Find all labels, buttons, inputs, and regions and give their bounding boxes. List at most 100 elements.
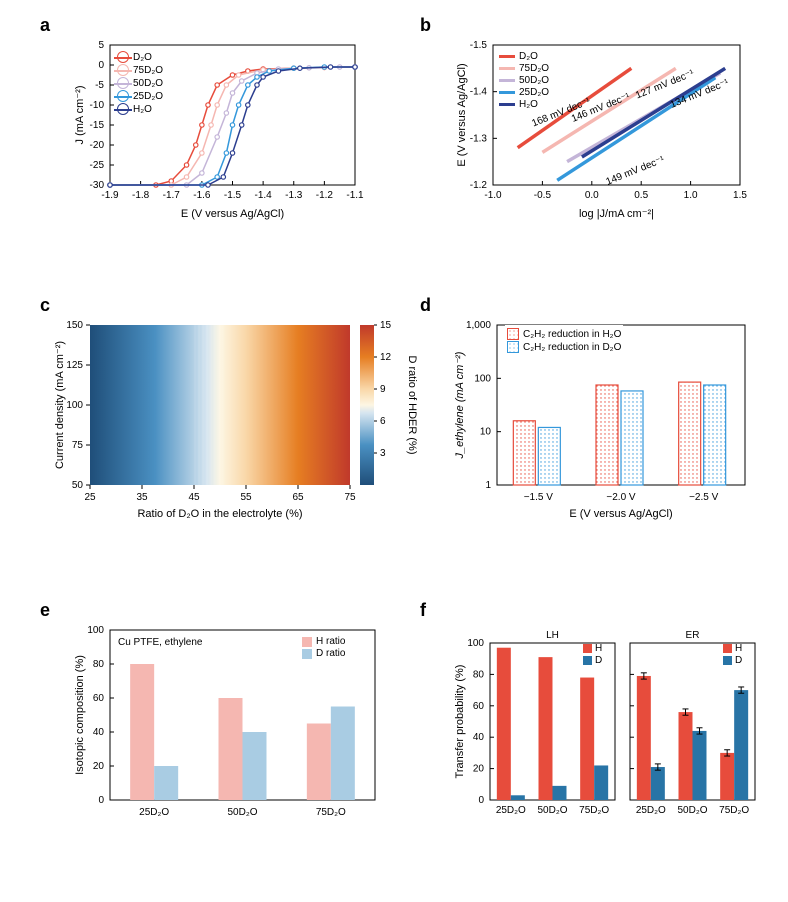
svg-text:1: 1 [485,480,491,491]
svg-text:Cu PTFE, ethylene: Cu PTFE, ethylene [118,637,203,648]
svg-text:J_ethylene (mA cm⁻²): J_ethylene (mA cm⁻²) [454,351,466,459]
svg-text:ER: ER [686,630,700,641]
svg-text:D: D [595,655,602,666]
svg-text:20: 20 [473,764,485,775]
panel-b: b -1.0-0.50.00.51.01.5-1.2-1.3-1.4-1.5lo… [455,40,745,220]
svg-text:−2.0 V: −2.0 V [606,492,636,503]
svg-text:LH: LH [546,630,559,641]
svg-text:100: 100 [87,625,104,636]
svg-text:9: 9 [380,384,386,395]
svg-text:65: 65 [292,492,304,503]
svg-text:-1.3: -1.3 [285,190,303,201]
svg-text:-1.9: -1.9 [101,190,119,201]
svg-text:Isotopic composition (%): Isotopic composition (%) [74,655,86,775]
svg-text:35: 35 [136,492,148,503]
svg-text:1,000: 1,000 [466,320,491,331]
svg-text:75D₂O: 75D₂O [719,805,749,816]
svg-text:0.5: 0.5 [634,190,648,201]
svg-text:25D₂O: 25D₂O [139,807,169,818]
svg-text:Current density (mA cm⁻²): Current density (mA cm⁻²) [54,341,66,469]
legend-d: C₂H₂ reduction in H₂OC₂H₂ reduction in D… [505,325,623,356]
svg-text:0: 0 [98,795,104,806]
svg-text:80: 80 [473,669,485,680]
svg-text:150: 150 [66,320,83,331]
svg-text:50: 50 [72,480,84,491]
svg-text:-1.5: -1.5 [224,190,242,201]
svg-text:−1.5 V: −1.5 V [524,492,554,503]
svg-text:0: 0 [478,795,484,806]
svg-text:H: H [735,643,742,654]
svg-text:100: 100 [467,638,484,649]
svg-text:-5: -5 [95,80,104,91]
legend-b: D₂O75D₂O50D₂O25D₂OH₂O [497,48,551,113]
svg-text:20: 20 [93,761,105,772]
svg-text:6: 6 [380,416,386,427]
panel-c: c 2535455565755075100125150Ratio of D₂O … [55,320,375,520]
panel-e: e 020406080100Isotopic composition (%)Cu… [75,625,380,825]
figure-container: a -1.9-1.8-1.7-1.6-1.5-1.4-1.3-1.2-1.1-3… [0,0,788,902]
svg-text:50D₂O: 50D₂O [677,805,707,816]
svg-text:0.0: 0.0 [585,190,599,201]
svg-text:D: D [735,655,742,666]
svg-text:25: 25 [84,492,96,503]
svg-text:80: 80 [93,659,105,670]
svg-text:H: H [595,643,602,654]
svg-text:-1.4: -1.4 [255,190,273,201]
panel-d: d 1101001,000J_ethylene (mA cm⁻²)E (V ve… [455,320,750,520]
svg-text:-10: -10 [90,100,105,111]
svg-text:-1.6: -1.6 [193,190,211,201]
svg-text:-1.8: -1.8 [132,190,150,201]
svg-text:50D₂O: 50D₂O [227,807,257,818]
svg-text:-1.5: -1.5 [470,40,488,51]
legend-e: H ratioD ratio [300,633,347,662]
svg-text:-1.1: -1.1 [346,190,364,201]
panel-a: a -1.9-1.8-1.7-1.6-1.5-1.4-1.3-1.2-1.1-3… [75,40,360,220]
svg-text:Transfer probability (%): Transfer probability (%) [454,665,466,779]
svg-text:-1.7: -1.7 [163,190,181,201]
svg-text:60: 60 [93,693,105,704]
svg-text:60: 60 [473,701,485,712]
svg-text:1.5: 1.5 [733,190,747,201]
svg-text:5: 5 [98,40,104,51]
svg-text:40: 40 [473,732,485,743]
svg-text:E (V versus Ag/AgCl): E (V versus Ag/AgCl) [569,508,672,520]
svg-text:-25: -25 [90,160,105,171]
svg-text:100: 100 [474,373,491,384]
panel-f: f LH02040608010025D₂O50D₂O75D₂OHDER25D₂O… [455,625,760,825]
svg-text:-0.5: -0.5 [534,190,552,201]
svg-text:10: 10 [480,427,492,438]
chart-f: LH02040608010025D₂O50D₂O75D₂OHDER25D₂O50… [455,625,760,825]
svg-text:-1.2: -1.2 [316,190,334,201]
svg-text:-15: -15 [90,120,105,131]
svg-text:149 mV dec⁻¹: 149 mV dec⁻¹ [605,154,667,188]
panel-label-b: b [420,15,431,36]
svg-text:75D₂O: 75D₂O [316,807,346,818]
svg-text:-30: -30 [90,180,105,191]
svg-text:-1.3: -1.3 [470,133,488,144]
svg-text:75: 75 [72,440,84,451]
svg-text:D ratio of HDER (%): D ratio of HDER (%) [406,355,418,454]
legend-a: D₂O75D₂O50D₂O25D₂OH₂O [115,48,165,118]
svg-text:125: 125 [66,360,83,371]
svg-text:-1.2: -1.2 [470,180,488,191]
panel-label-e: e [40,600,50,621]
svg-text:75: 75 [344,492,356,503]
panel-label-c: c [40,295,50,316]
svg-text:1.0: 1.0 [684,190,698,201]
svg-text:12: 12 [380,352,392,363]
svg-text:log |J/mA cm⁻²|: log |J/mA cm⁻²| [579,208,654,220]
chart-c: 2535455565755075100125150Ratio of D₂O in… [55,320,405,520]
svg-text:3: 3 [380,448,386,459]
svg-text:75D₂O: 75D₂O [579,805,609,816]
svg-text:55: 55 [240,492,252,503]
svg-text:40: 40 [93,727,105,738]
svg-text:-1.4: -1.4 [470,87,488,98]
svg-text:25D₂O: 25D₂O [636,805,666,816]
svg-text:100: 100 [66,400,83,411]
panel-label-d: d [420,295,431,316]
svg-text:E (V versus Ag/AgCl): E (V versus Ag/AgCl) [181,208,284,220]
svg-text:50D₂O: 50D₂O [537,805,567,816]
svg-text:-1.0: -1.0 [484,190,502,201]
svg-text:25D₂O: 25D₂O [496,805,526,816]
svg-text:0: 0 [98,60,104,71]
